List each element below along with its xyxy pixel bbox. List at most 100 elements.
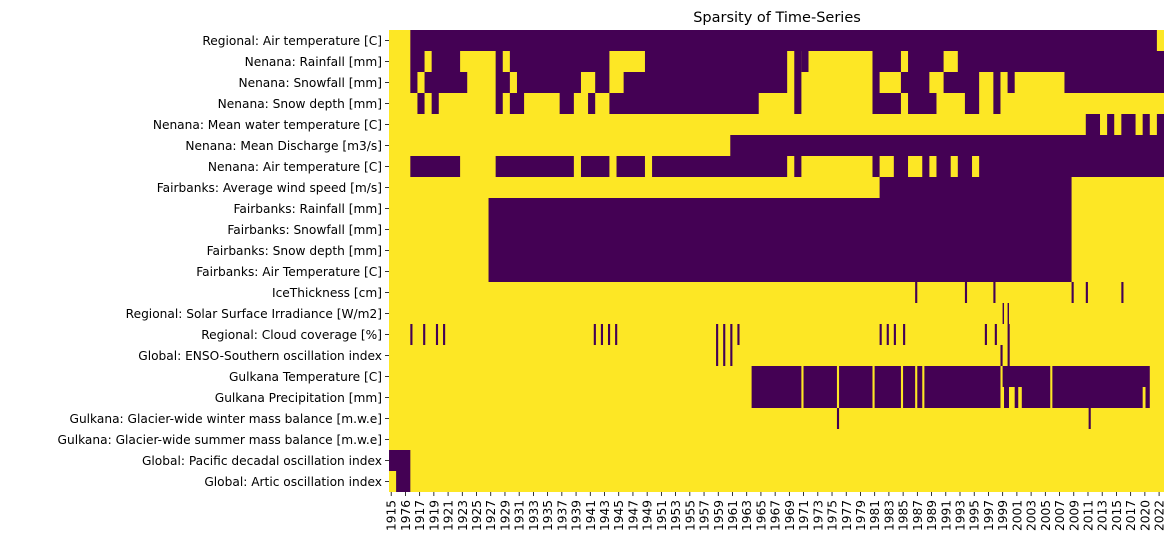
heatmap-cell [993, 72, 1001, 93]
x-tick-label: 1955 [683, 500, 697, 531]
x-tick-label: 1941 [584, 500, 598, 531]
y-tick-label: Fairbanks: Average wind speed [m/s] [157, 181, 382, 195]
heatmap-cell [652, 156, 788, 177]
x-tick-label: 1917 [413, 500, 427, 531]
x-tick-label: 2003 [1025, 500, 1039, 531]
x-tick-label: 1951 [655, 500, 669, 531]
heatmap-cell [1064, 72, 1164, 93]
y-tick-label: Nenana: Mean Discharge [m3/s] [185, 139, 382, 153]
heatmap-cell [751, 387, 802, 408]
x-tick-label: 2015 [1110, 500, 1124, 531]
heatmap-cell [1007, 345, 1010, 366]
y-tick-label: Fairbanks: Snowfall [mm] [227, 223, 382, 237]
x-tick-label: 2017 [1124, 500, 1138, 531]
x-tick-label: 1953 [669, 500, 683, 531]
y-tick-label: Fairbanks: Rainfall [mm] [233, 202, 382, 216]
y-tick-label: Gulkana: Glacier-wide winter mass balanc… [70, 412, 383, 426]
x-tick-label: 2005 [1039, 500, 1053, 531]
heatmap-cell [730, 345, 733, 366]
x-tick-label: 1991 [939, 500, 953, 531]
heatmap-cell [644, 51, 788, 72]
heatmap-cell [872, 93, 901, 114]
x-tick-label: 1969 [783, 500, 797, 531]
x-tick-label: 1976 [399, 500, 413, 531]
heatmap-cell [1156, 114, 1164, 135]
x-tick-label: 1963 [740, 500, 754, 531]
x-tick-label: 1995 [968, 500, 982, 531]
heatmap-cell [936, 156, 951, 177]
heatmap-cell [730, 324, 733, 345]
heatmap-cell [984, 324, 987, 345]
x-tick-label: 1979 [854, 500, 868, 531]
x-tick-label: 1983 [882, 500, 896, 531]
heatmap-cell [839, 366, 873, 387]
x-tick-label: 1957 [698, 500, 712, 531]
x-tick-label: 1999 [996, 500, 1010, 531]
y-tick-label: Fairbanks: Air Temperature [C] [196, 265, 382, 279]
heatmap-cell [803, 366, 837, 387]
heatmap-cell [872, 72, 880, 93]
heatmap-cell [509, 51, 610, 72]
heatmap-cell [839, 387, 873, 408]
x-tick-label: 1927 [484, 500, 498, 531]
heatmap-cell [417, 93, 425, 114]
heatmap-cell [1145, 387, 1150, 408]
heatmap-cell [979, 156, 1164, 177]
heatmap-cell [495, 93, 503, 114]
heatmap-cell [1007, 324, 1010, 345]
heatmap-cell [443, 324, 446, 345]
heatmap-cell [495, 72, 510, 93]
heatmap-cell [1121, 282, 1124, 303]
heatmap-cell [389, 450, 411, 471]
heatmap-cell [943, 72, 980, 93]
x-tick-label: 1987 [911, 500, 925, 531]
heatmap-cell [993, 93, 1001, 114]
heatmap-cell [593, 324, 596, 345]
x-tick-label: 2007 [1053, 500, 1067, 531]
x-tick-label: 1921 [442, 500, 456, 531]
heatmap-cell [580, 156, 610, 177]
heatmap-cell [900, 72, 930, 93]
heatmap-cell [488, 198, 1072, 219]
heatmap-cell [396, 471, 411, 492]
heatmap-cell [1071, 282, 1074, 303]
heatmap-cell [431, 51, 461, 72]
heatmap-cell [1121, 114, 1136, 135]
heatmap-cell [964, 93, 980, 114]
x-tick-label: 1965 [754, 500, 768, 531]
heatmap-cell [874, 387, 901, 408]
heatmap-cell [488, 219, 1072, 240]
x-tick-label: 1981 [868, 500, 882, 531]
heatmap-cell [1002, 303, 1005, 324]
heatmap-cell [915, 282, 918, 303]
heatmap-cell [1004, 387, 1009, 408]
y-tick-label: Regional: Cloud coverage [%] [201, 328, 382, 342]
heatmap-cell [893, 324, 896, 345]
chart-title: Sparsity of Time-Series [693, 10, 861, 26]
x-tick-label: 1933 [527, 500, 541, 531]
x-tick-label: 1993 [954, 500, 968, 531]
x-tick-label: 2009 [1067, 500, 1081, 531]
heatmap-cell [410, 51, 425, 72]
heatmap-cell [879, 324, 882, 345]
heatmap-cell [600, 324, 604, 345]
heatmap-cell [794, 156, 802, 177]
x-tick-label: 1937 [555, 500, 569, 531]
heatmap-cell [737, 324, 740, 345]
heatmap-cell [1007, 72, 1015, 93]
x-tick-label: 1959 [712, 500, 726, 531]
x-tick-label: 1945 [612, 500, 626, 531]
heatmap-cell [488, 261, 1072, 282]
heatmap-cell [803, 387, 837, 408]
x-tick-label: 1977 [840, 500, 854, 531]
y-tick-label: Fairbanks: Snow depth [mm] [207, 244, 382, 258]
y-tick-label: Nenana: Snow depth [mm] [218, 97, 382, 111]
x-tick-label: 1973 [811, 500, 825, 531]
heatmap-cell [903, 387, 916, 408]
heatmap-cell [872, 156, 880, 177]
heatmap-cell [903, 324, 906, 345]
heatmap-cell [1052, 387, 1143, 408]
heatmap-cell [1014, 387, 1019, 408]
heatmap-cell [908, 51, 944, 72]
